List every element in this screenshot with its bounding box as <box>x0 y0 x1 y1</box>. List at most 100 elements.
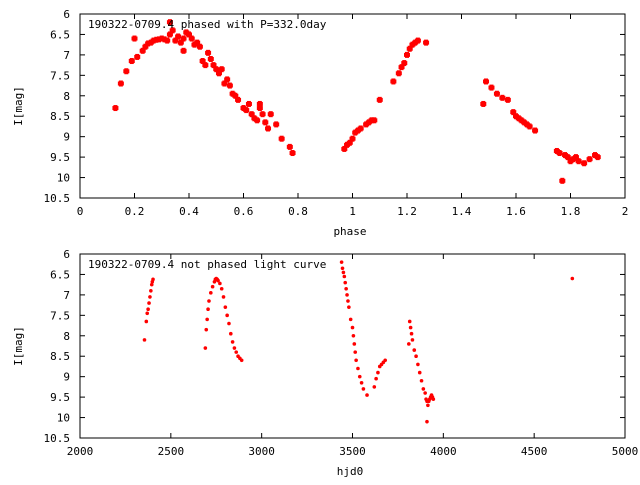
data-point-core <box>522 119 527 126</box>
data-point <box>147 301 151 305</box>
data-point-core <box>192 41 197 48</box>
data-point <box>412 348 417 352</box>
data-point <box>347 305 351 309</box>
data-point <box>146 307 150 312</box>
x-tick-label: 1.8 <box>561 205 581 218</box>
data-point-core <box>576 158 581 165</box>
data-point-core <box>176 33 181 40</box>
phased-plot-title: 190322-0709.4 phased with P=332.0day <box>88 18 327 31</box>
data-point-core <box>345 141 350 148</box>
data-point <box>207 299 211 303</box>
data-point-core <box>407 45 412 52</box>
data-point <box>209 291 213 295</box>
data-point-core <box>222 80 227 87</box>
data-point-core <box>484 78 489 85</box>
y-tick-label: 6.5 <box>50 268 70 281</box>
data-point-core <box>358 125 363 132</box>
data-point-core <box>573 154 578 161</box>
y-tick-label: 8 <box>63 90 70 103</box>
light-curve-plot-frame <box>79 253 626 439</box>
data-point-core <box>514 113 518 120</box>
data-point-core <box>257 105 262 112</box>
data-point-core <box>230 90 235 97</box>
data-point-core <box>148 39 153 46</box>
data-point <box>417 370 422 375</box>
data-point <box>227 321 231 326</box>
data-point-core <box>214 66 219 73</box>
light-curve-plot-xlabel: hjd0 <box>337 465 364 478</box>
data-point-core <box>257 100 262 107</box>
data-point <box>374 376 378 381</box>
data-point-core <box>244 107 249 114</box>
data-point-core <box>140 47 145 54</box>
data-point-core <box>413 39 418 46</box>
data-point-core <box>118 80 123 87</box>
data-point-core <box>197 43 202 50</box>
data-point-core <box>527 123 532 130</box>
x-tick-label: 1.2 <box>397 205 417 218</box>
data-point-core <box>505 96 510 103</box>
data-point-core <box>481 100 486 107</box>
data-point <box>350 325 355 330</box>
data-point <box>351 333 356 338</box>
data-point-core <box>225 76 230 83</box>
data-point <box>352 342 357 346</box>
data-point-core <box>165 37 170 44</box>
y-tick-label: 9.5 <box>50 391 70 404</box>
x-tick-label: 0.4 <box>179 205 199 218</box>
data-point <box>348 317 353 322</box>
light-curve-plot-title: 190322-0709.4 not phased light curve <box>88 258 326 271</box>
data-point-core <box>353 129 358 136</box>
data-point-core <box>129 58 134 65</box>
data-point-core <box>227 82 232 89</box>
data-point <box>142 338 147 342</box>
data-point-core <box>219 66 224 73</box>
data-point-core <box>424 39 429 46</box>
phased-plot-xlabel: phase <box>333 225 366 238</box>
data-point <box>218 281 222 286</box>
phased-plot-ticks: 0 0.2 0.4 0.6 0.8 1 1.2 1.4 1.6 1.8 2 6 6.5 7 7.5 8 8.5 9… <box>44 8 629 218</box>
data-point-core <box>208 55 213 62</box>
data-point-core <box>582 160 587 167</box>
data-point-core <box>260 111 265 118</box>
data-point <box>407 319 412 324</box>
phased-plot-points <box>112 19 601 184</box>
data-point <box>341 270 346 275</box>
data-point-core <box>200 58 205 65</box>
data-point-core <box>519 117 524 124</box>
x-tick-label: 0 <box>77 205 84 218</box>
data-point-core <box>391 78 396 85</box>
data-point-core <box>211 62 216 69</box>
data-point-core <box>241 105 246 112</box>
phased-plot: 0 0.2 0.4 0.6 0.8 1 1.2 1.4 1.6 1.8 2 6 6.5 7 7.5 8 8.5 9… <box>12 8 628 238</box>
data-point-core <box>249 111 254 118</box>
data-point <box>416 362 420 367</box>
data-point-core <box>236 96 241 103</box>
x-tick-label: 4000 <box>430 445 457 458</box>
data-point-core <box>568 158 573 165</box>
data-point-core <box>595 154 600 161</box>
data-point <box>376 370 380 375</box>
data-point <box>410 338 415 342</box>
data-point-core <box>402 60 407 67</box>
data-point <box>144 319 149 324</box>
data-point <box>372 385 377 389</box>
data-point <box>357 374 362 379</box>
data-point <box>340 266 345 271</box>
data-point-core <box>410 41 415 48</box>
y-tick-label: 7.5 <box>50 309 70 322</box>
data-point-core <box>511 109 516 116</box>
data-point-core <box>593 152 598 159</box>
data-point-core <box>372 117 377 124</box>
x-tick-label: 3000 <box>248 445 275 458</box>
data-point-core <box>206 49 211 56</box>
y-tick-label: 7.5 <box>50 69 70 82</box>
data-point <box>431 397 436 401</box>
x-tick-label: 1.4 <box>452 205 472 218</box>
x-tick-label: 1.6 <box>506 205 526 218</box>
data-point-core <box>187 31 191 38</box>
x-tick-label: 0.6 <box>234 205 254 218</box>
data-point <box>345 293 349 297</box>
data-point <box>205 317 209 322</box>
data-point-core <box>364 121 369 128</box>
